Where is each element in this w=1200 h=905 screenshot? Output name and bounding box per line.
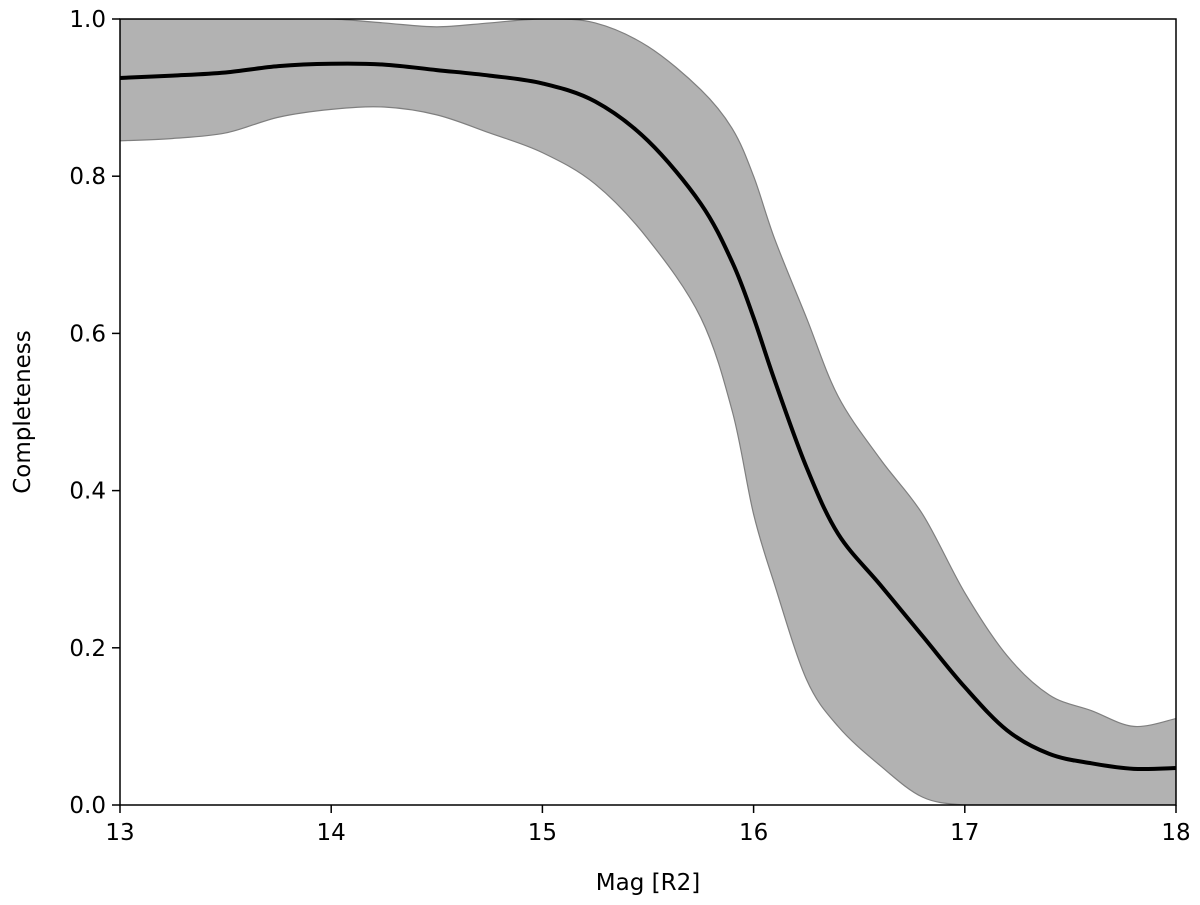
y-axis-label: Completeness	[10, 330, 36, 494]
plot-frame	[119, 18, 1177, 806]
y-tick-label: 0.8	[69, 164, 106, 190]
completeness-line	[120, 61, 1176, 772]
x-axis-label: Mag [R2]	[596, 870, 700, 896]
y-tick-label: 1.0	[69, 7, 106, 33]
y-tick-label: 0.2	[69, 636, 106, 662]
axis-ticks: 13 14 15 16 17 18 0.0 0.2 0.4 0.6 0.8 1.0	[69, 7, 1190, 846]
plot-layer	[120, 19, 1176, 805]
x-tick-label: 14	[317, 820, 346, 846]
x-tick-label: 18	[1161, 820, 1190, 846]
x-tick-label: 17	[950, 820, 979, 846]
y-tick-label: 0.4	[69, 479, 106, 505]
y-tick-label: 0.6	[69, 321, 106, 347]
x-tick-label: 15	[528, 820, 557, 846]
x-tick-label: 13	[105, 820, 134, 846]
y-tick-label: 0.0	[69, 793, 106, 819]
uncertainty-band	[120, 19, 1176, 805]
x-tick-label: 16	[739, 820, 768, 846]
